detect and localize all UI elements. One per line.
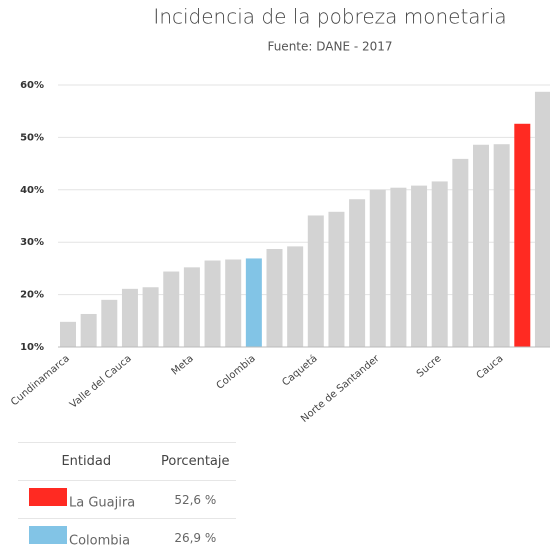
bar [494, 144, 510, 347]
bar [535, 92, 550, 347]
y-tick-label: 10% [20, 342, 44, 353]
bar [205, 261, 221, 347]
table-row: Colombia 26,9 % [18, 519, 236, 556]
percentage: 52,6 % [155, 481, 236, 519]
bar [308, 215, 324, 347]
y-tick-label: 40% [20, 185, 44, 196]
y-tick-label: 20% [20, 290, 44, 301]
bar [163, 272, 179, 347]
percentage: 26,9 % [155, 519, 236, 556]
bar [60, 322, 76, 347]
bar [101, 300, 117, 347]
y-tick-label: 50% [20, 132, 44, 143]
bar [452, 159, 468, 347]
swatch [29, 488, 67, 506]
header-cell: Entidad [18, 443, 155, 481]
entity-name: La Guajira [69, 496, 135, 511]
bar [184, 267, 200, 347]
bar [122, 289, 138, 347]
chart-subtitle: Fuente: DANE - 2017 [267, 40, 392, 54]
bar [390, 188, 406, 347]
table-row: La Guajira 52,6 % [18, 481, 236, 519]
header-cell: Porcentaje [155, 443, 236, 481]
x-tick-label: Cauca [475, 353, 506, 381]
x-tick-label: Cundinamarca [9, 353, 72, 408]
x-tick-label: Valle del Cauca [68, 353, 134, 411]
x-tick-label: Sucre [415, 353, 444, 380]
bar [246, 258, 262, 347]
bar [349, 199, 365, 347]
x-tick-label: Caquetá [280, 352, 320, 388]
chart-title: Incidencia de la pobreza monetaria [153, 5, 506, 29]
bar [411, 186, 427, 347]
bar [143, 287, 159, 347]
bar [225, 259, 241, 347]
bar [81, 314, 97, 347]
entity-name: Colombia [69, 534, 130, 549]
bar [473, 145, 489, 347]
bar [287, 246, 303, 347]
x-tick-label: Meta [170, 353, 196, 377]
swatch [29, 526, 67, 544]
x-tick-label: Colombia [215, 353, 258, 392]
bar [328, 212, 344, 347]
chart: Incidencia de la pobreza monetaria Fuent… [0, 0, 550, 440]
y-tick-label: 30% [20, 237, 44, 248]
bar [514, 124, 530, 347]
bar [370, 190, 386, 347]
y-tick-label: 60% [20, 80, 44, 91]
bar [432, 181, 448, 347]
bar [267, 249, 283, 347]
